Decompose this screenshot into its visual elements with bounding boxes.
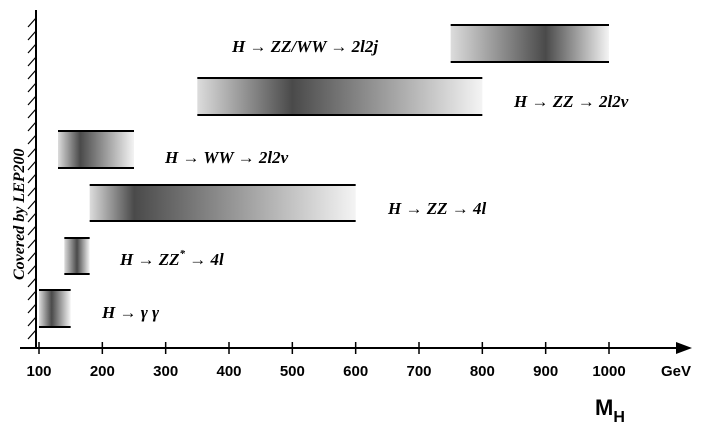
- hatch-line: [27, 108, 37, 119]
- channel-bar: [450, 25, 609, 62]
- channel-labels: H → ZZ/WW → 2l2j H → ZZ → 2l2ν H → WW → …: [101, 37, 629, 322]
- x-tick-label: 300: [153, 363, 178, 380]
- hatch-line: [27, 199, 37, 210]
- channel-bar: [58, 131, 134, 168]
- x-axis-arrow-icon: [676, 342, 692, 354]
- hatch-line: [27, 212, 37, 223]
- hatch-line: [27, 225, 37, 236]
- x-tick-label: 700: [406, 363, 431, 380]
- hatch-line: [27, 82, 37, 93]
- hatch-line: [27, 134, 37, 145]
- hatch-line: [27, 69, 37, 80]
- hatch-line: [27, 173, 37, 184]
- channel-label-zz-4l: H → ZZ → 4l: [387, 199, 486, 218]
- x-tick-label: 200: [90, 363, 115, 380]
- hatch-line: [27, 238, 37, 249]
- x-tick-label: 600: [343, 363, 368, 380]
- hatch-line: [27, 303, 37, 314]
- hatch-line: [27, 30, 37, 41]
- hatch-line: [27, 329, 37, 340]
- channel-bar: [197, 78, 483, 115]
- lep-coverage-label: Covered by LEP200: [11, 148, 28, 280]
- channel-bar: [89, 185, 356, 221]
- channel-bars: [39, 24, 609, 328]
- hatch-line: [27, 290, 37, 301]
- hatch-line: [27, 251, 37, 262]
- channel-label-gamgam: H → γ γ: [101, 303, 160, 322]
- hatch-line: [27, 160, 37, 171]
- channel-label-zzstar-4l: H → ZZ* → 4l: [119, 248, 224, 269]
- hatch-line: [27, 316, 37, 327]
- lep-hatching: [27, 17, 37, 340]
- hatch-line: [27, 43, 37, 54]
- hatch-line: [27, 17, 37, 28]
- x-axis-ticks: 100 200 300 400 500 600 700 800 900 1000: [26, 342, 626, 380]
- hatch-line: [27, 186, 37, 197]
- x-tick-label: 800: [470, 363, 495, 380]
- hatch-line: [27, 277, 37, 288]
- x-axis-unit: GeV: [661, 363, 691, 380]
- x-tick-label: 900: [533, 363, 558, 380]
- x-axis-title: MH: [595, 395, 625, 426]
- channel-bar: [64, 238, 90, 274]
- x-tick-label: 400: [216, 363, 241, 380]
- x-tick-label: 1000: [592, 363, 625, 380]
- channel-bar: [39, 290, 71, 327]
- hatch-line: [27, 264, 37, 275]
- x-tick-label: 100: [26, 363, 51, 380]
- channel-label-ww-2l2nu: H → WW → 2l2ν: [164, 148, 289, 167]
- channel-label-zz-2l2nu: H → ZZ → 2l2ν: [513, 92, 629, 111]
- hatch-line: [27, 121, 37, 132]
- x-tick-label: 500: [280, 363, 305, 380]
- channel-label-2l2j: H → ZZ/WW → 2l2j: [231, 37, 378, 56]
- hatch-line: [27, 147, 37, 158]
- hatch-line: [27, 95, 37, 106]
- hatch-line: [27, 56, 37, 67]
